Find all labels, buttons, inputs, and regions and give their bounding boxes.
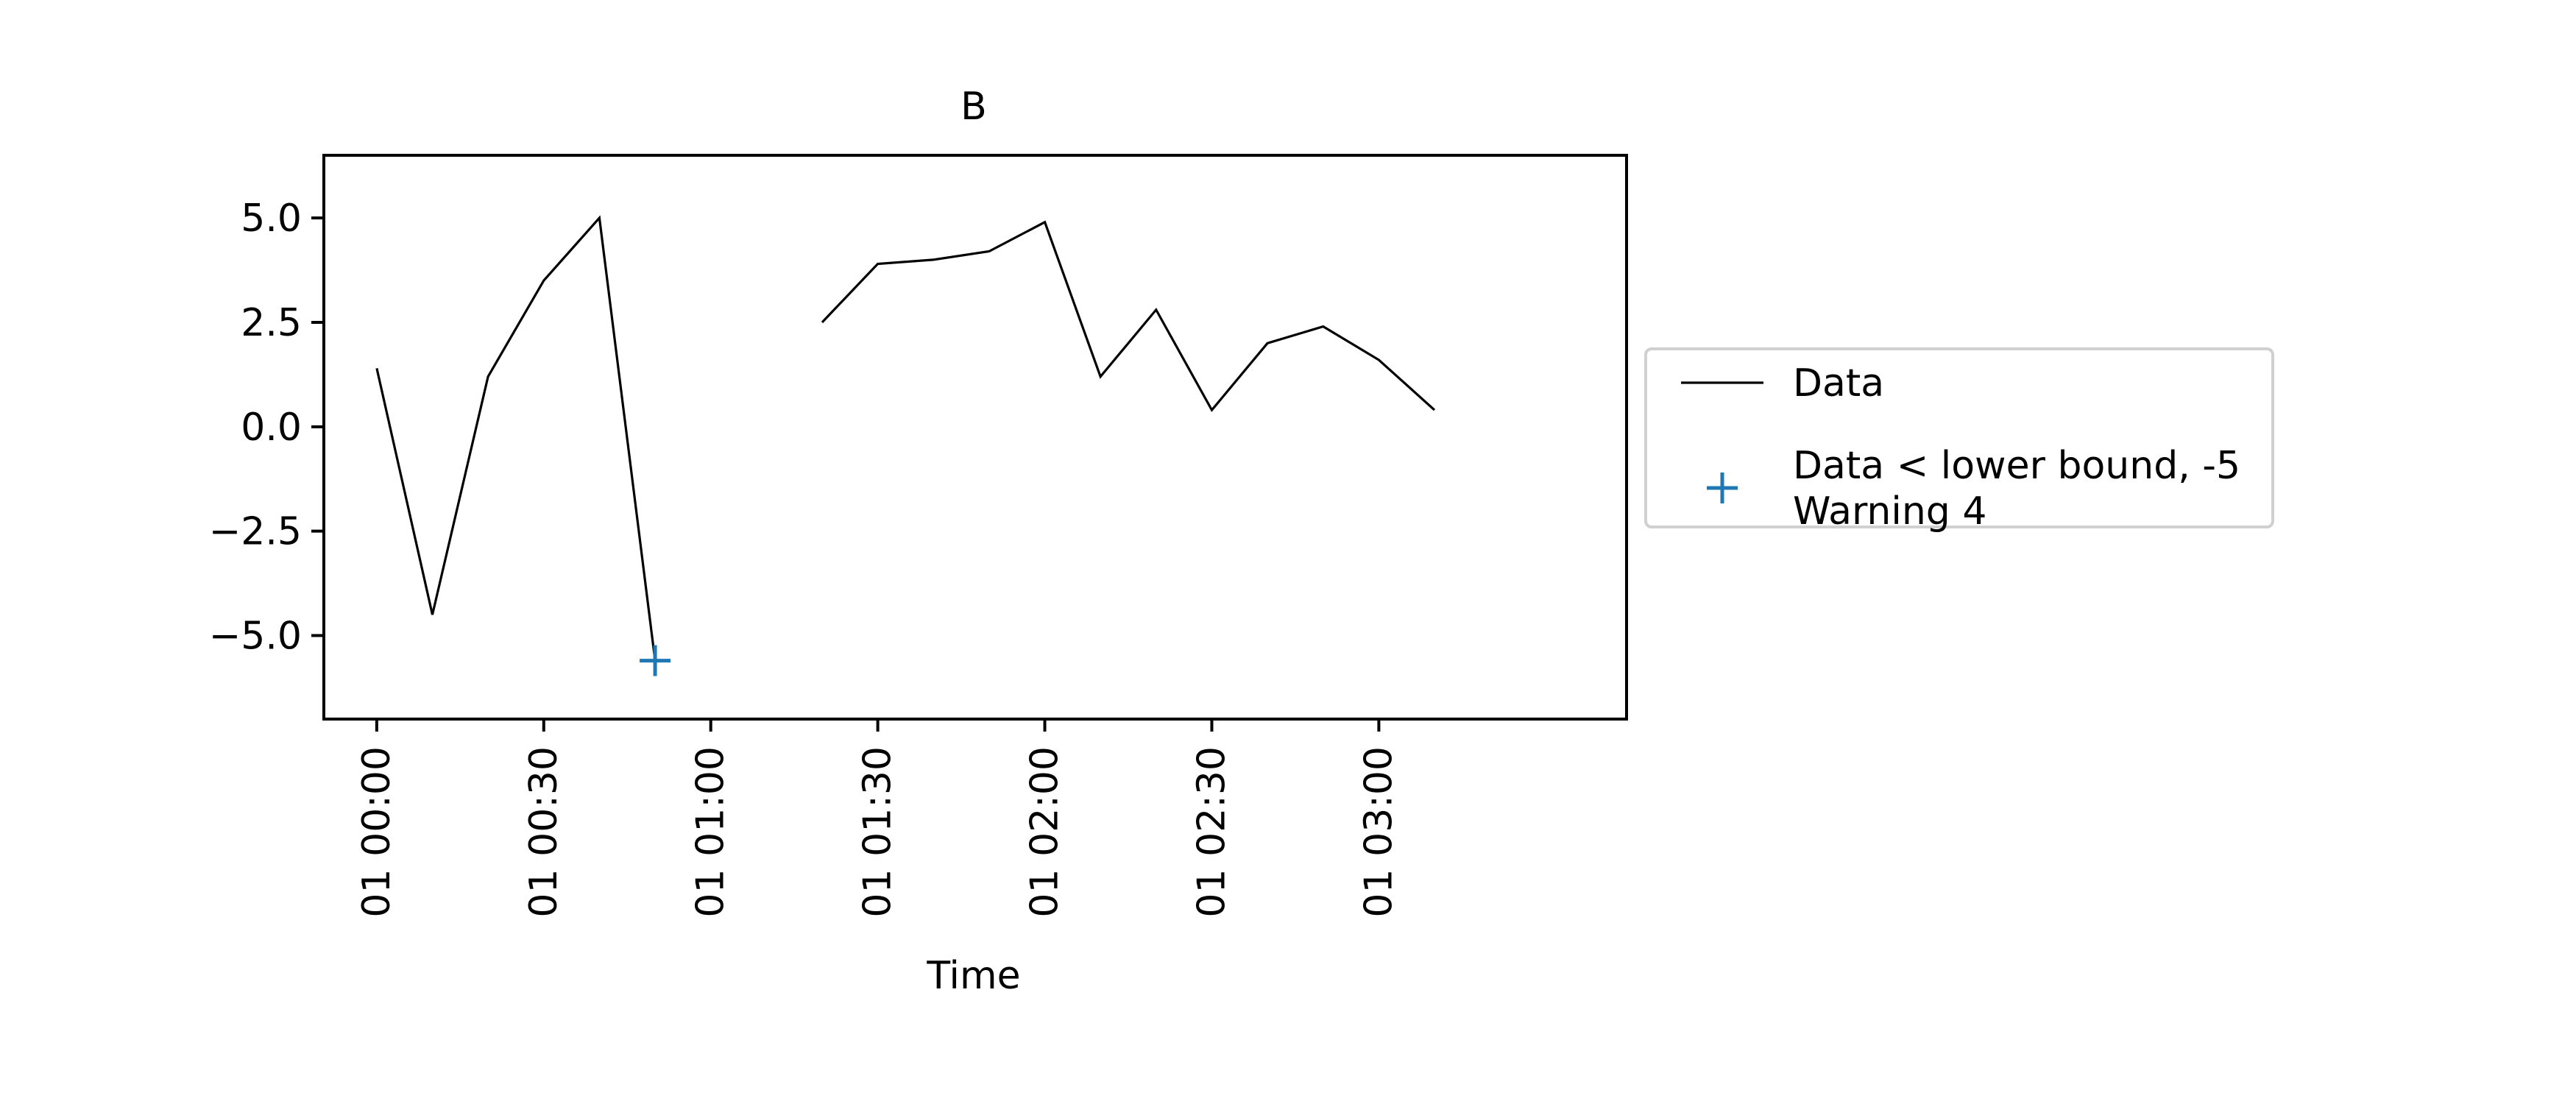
x-tick-label: 01 02:30 bbox=[1189, 746, 1234, 918]
legend-box bbox=[1644, 347, 2274, 528]
x-tick-label: 01 03:00 bbox=[1356, 746, 1401, 918]
legend-label: Data bbox=[1793, 361, 1884, 406]
y-tick-label: 0.0 bbox=[241, 406, 302, 450]
legend-label: Warning 4 bbox=[1793, 489, 1986, 534]
legend-entry: Data bbox=[1681, 361, 1884, 406]
y-tick-label: −2.5 bbox=[209, 510, 302, 554]
warning-marker-1 bbox=[640, 645, 671, 676]
legend-plus-swatch bbox=[1707, 473, 1738, 503]
y-tick-label: 2.5 bbox=[241, 301, 302, 345]
chart-title: B bbox=[960, 85, 987, 129]
x-tick-label: 01 01:30 bbox=[856, 746, 900, 918]
x-tick-label: 01 00:30 bbox=[522, 746, 566, 918]
x-tick-label: 01 00:00 bbox=[355, 746, 399, 918]
x-tick-label: 01 02:00 bbox=[1023, 746, 1067, 918]
plot-frame bbox=[322, 154, 1628, 721]
series-line-data-segment-1 bbox=[375, 215, 657, 661]
series-line-data-segment-2 bbox=[821, 220, 1436, 412]
y-tick-label: 5.0 bbox=[241, 197, 302, 241]
x-axis-label: Time bbox=[926, 954, 1020, 998]
x-tick-label: 01 01:00 bbox=[689, 746, 733, 918]
y-tick-label: −5.0 bbox=[209, 615, 302, 659]
legend-label: Data < lower bound, -5 bbox=[1793, 444, 2240, 488]
